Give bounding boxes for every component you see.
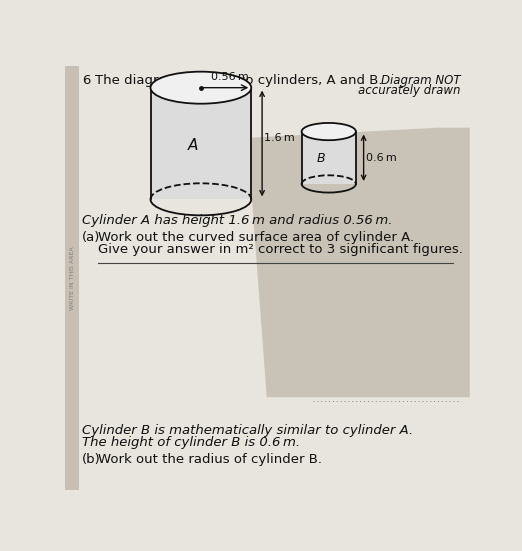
Ellipse shape [150, 72, 251, 104]
Text: Give your answer in m² correct to 3 significant figures.: Give your answer in m² correct to 3 sign… [98, 243, 462, 256]
Text: 1.6 m: 1.6 m [265, 133, 295, 143]
Text: 6: 6 [82, 74, 91, 87]
Text: 0.6 m: 0.6 m [366, 153, 397, 163]
Ellipse shape [302, 123, 356, 140]
Text: Cylinder A has height 1.6 m and radius 0.56 m.: Cylinder A has height 1.6 m and radius 0… [82, 214, 393, 227]
Text: WRITE IN THIS AREA: WRITE IN THIS AREA [70, 246, 75, 310]
Polygon shape [247, 128, 470, 397]
Text: B: B [317, 152, 325, 165]
Text: The height of cylinder B is 0.6 m.: The height of cylinder B is 0.6 m. [82, 436, 301, 449]
Text: Cylinder B is mathematically similar to cylinder A.: Cylinder B is mathematically similar to … [82, 424, 413, 437]
Polygon shape [150, 88, 251, 199]
Text: Diagram NOT: Diagram NOT [381, 74, 460, 87]
Text: A: A [188, 138, 198, 153]
Text: Work out the radius of cylinder B.: Work out the radius of cylinder B. [98, 453, 322, 467]
Polygon shape [65, 66, 79, 490]
Text: 0.56 m: 0.56 m [211, 72, 249, 82]
Text: The diagram shows two cylinders, A and B.: The diagram shows two cylinders, A and B… [94, 74, 382, 87]
Text: Work out the curved surface area of cylinder A.: Work out the curved surface area of cyli… [98, 231, 414, 244]
Text: accurately drawn: accurately drawn [358, 84, 460, 97]
Text: (a): (a) [82, 231, 101, 244]
Polygon shape [302, 132, 356, 184]
Text: (b): (b) [82, 453, 101, 467]
